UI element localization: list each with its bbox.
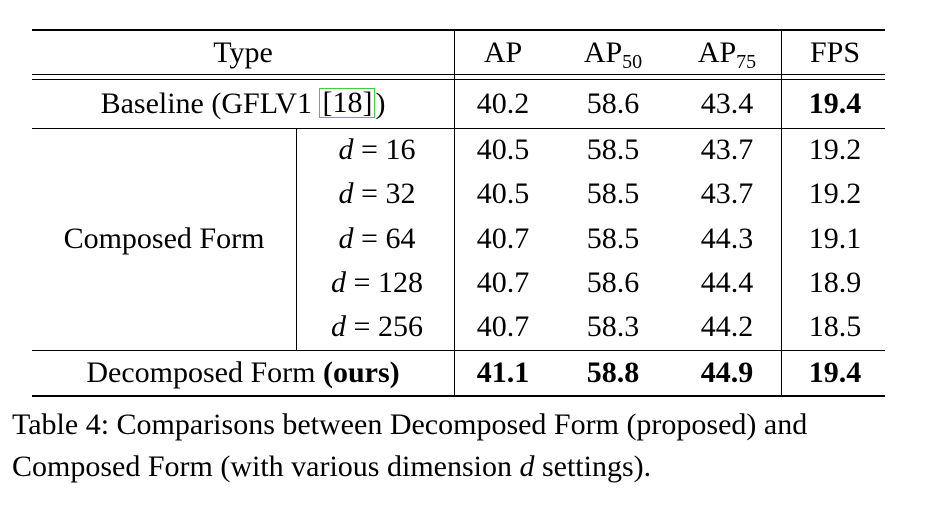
- header-ap75: AP75: [697, 36, 757, 73]
- composed-d-setting: d = 256: [331, 310, 423, 343]
- table-caption: Table 4: Comparisons between Decomposed …: [12, 404, 922, 488]
- composed-ap: 40.5: [476, 177, 530, 210]
- composed-ap75: 44.4: [700, 266, 754, 299]
- vrule-after-type: [454, 31, 455, 395]
- header-type: Type: [213, 36, 273, 69]
- baseline-ap75: 43.4: [700, 87, 754, 120]
- baseline-ap: 40.2: [476, 87, 530, 120]
- decomposed-ap: 41.1: [476, 356, 530, 389]
- decomposed-ap50: 58.8: [586, 356, 640, 389]
- composed-fps: 19.2: [808, 133, 862, 166]
- vrule-composed-d: [296, 129, 297, 350]
- composed-bottom-rule: [32, 350, 885, 351]
- baseline-ap50: 58.6: [586, 87, 640, 120]
- composed-fps: 19.1: [808, 222, 862, 255]
- caption-line-2: Composed Form (with various dimension d …: [12, 450, 652, 483]
- caption-line-1: Table 4: Comparisons between Decomposed …: [12, 408, 808, 441]
- header-ap50: AP50: [583, 36, 643, 73]
- header-double-rule-1: [32, 74, 885, 75]
- composed-d-setting: d = 64: [338, 222, 416, 255]
- header-double-rule-2: [32, 79, 885, 80]
- composed-group-label: Composed Form: [63, 222, 265, 255]
- composed-ap: 40.7: [476, 266, 530, 299]
- composed-ap75: 44.2: [700, 310, 754, 343]
- composed-fps: 18.5: [808, 310, 862, 343]
- composed-d-setting: d = 32: [338, 177, 416, 210]
- composed-fps: 19.2: [808, 177, 862, 210]
- decomposed-label: Decomposed Form (ours): [86, 356, 400, 389]
- vrule-before-fps: [781, 31, 782, 395]
- composed-ap75: 43.7: [700, 177, 754, 210]
- baseline-label: Baseline (GFLV1 [18]): [100, 86, 386, 120]
- citation-link[interactable]: [18]: [319, 88, 376, 118]
- header-ap: AP: [483, 36, 523, 69]
- composed-ap75: 43.7: [700, 133, 754, 166]
- composed-ap50: 58.5: [586, 222, 640, 255]
- decomposed-ap75: 44.9: [700, 356, 754, 389]
- table-bottom-rule: [32, 395, 885, 397]
- table-top-rule: [32, 29, 885, 31]
- header-fps: FPS: [809, 36, 861, 69]
- baseline-bottom-rule: [32, 128, 885, 129]
- composed-d-setting: d = 16: [338, 133, 416, 166]
- composed-ap50: 58.5: [586, 133, 640, 166]
- decomposed-fps: 19.4: [808, 356, 862, 389]
- composed-d-setting: d = 128: [331, 266, 423, 299]
- composed-ap50: 58.3: [586, 310, 640, 343]
- baseline-fps: 19.4: [808, 87, 862, 120]
- composed-ap: 40.5: [476, 133, 530, 166]
- composed-ap75: 44.3: [700, 222, 754, 255]
- composed-ap50: 58.6: [586, 266, 640, 299]
- composed-ap: 40.7: [476, 222, 530, 255]
- composed-fps: 18.9: [808, 266, 862, 299]
- composed-ap50: 58.5: [586, 177, 640, 210]
- composed-ap: 40.7: [476, 310, 530, 343]
